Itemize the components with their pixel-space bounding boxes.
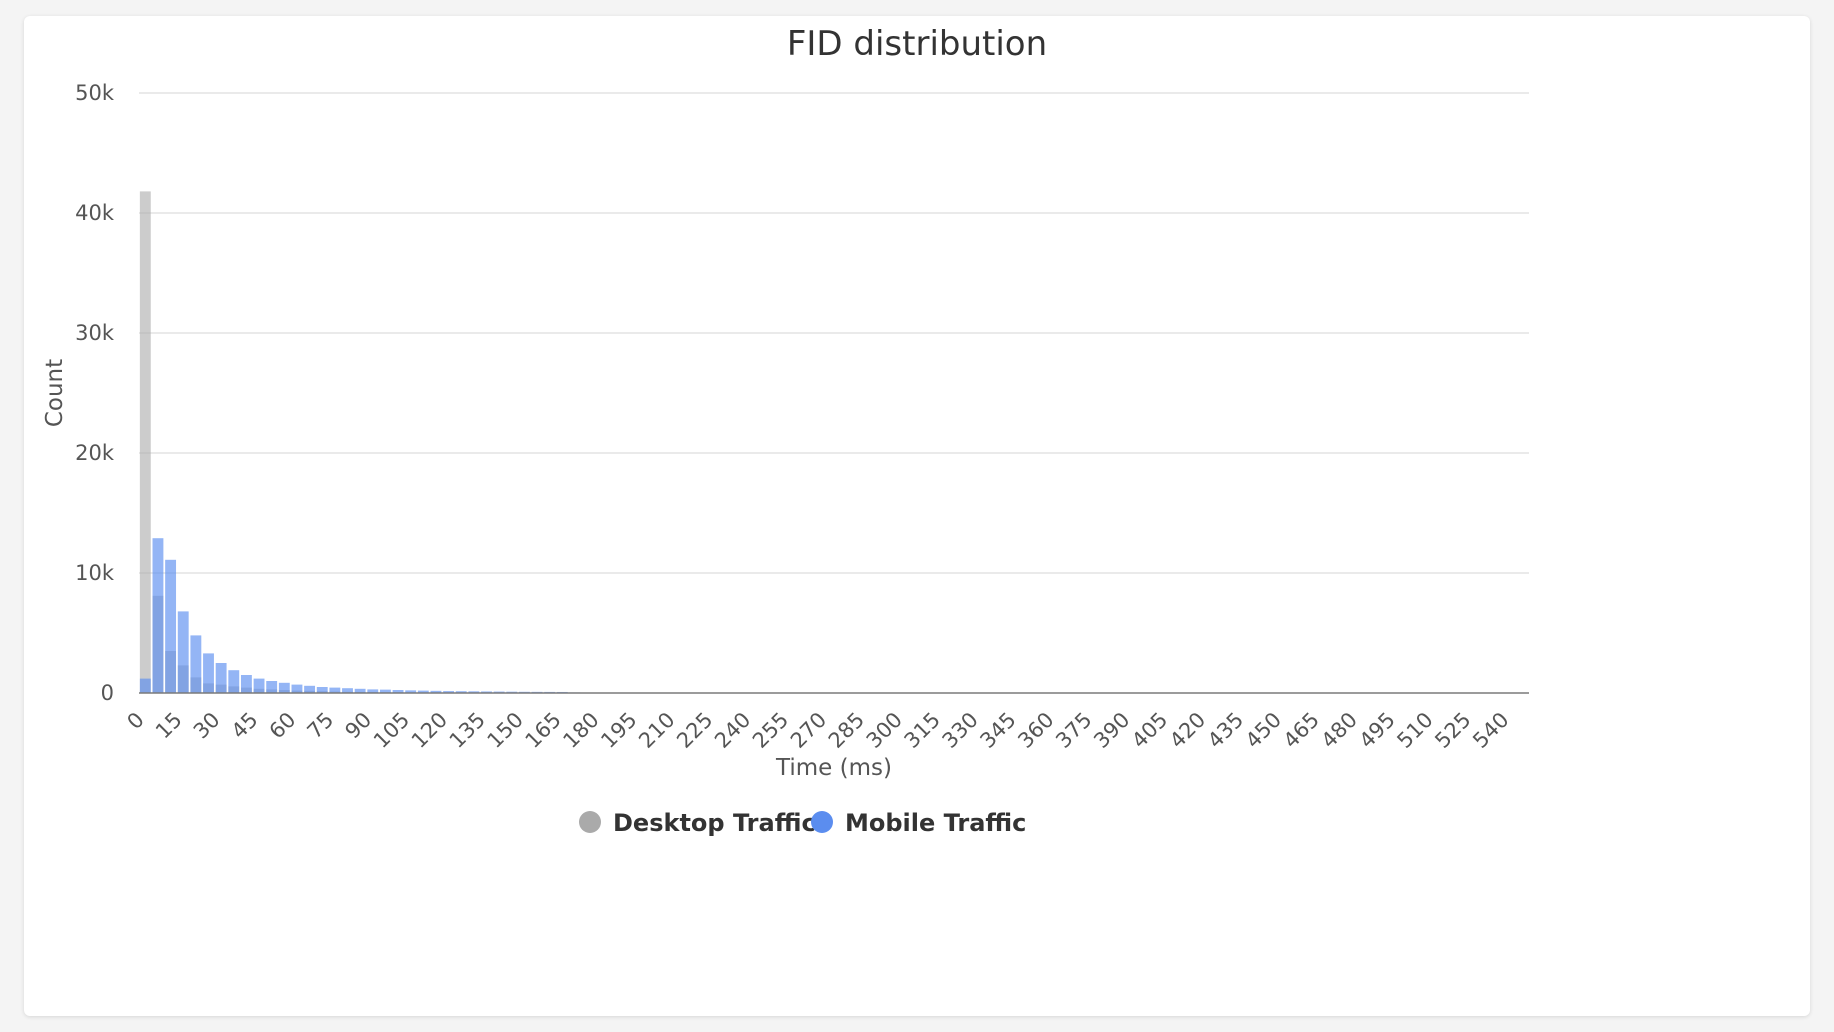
x-tick-label: 525 bbox=[1430, 708, 1475, 753]
chart-card: FID distribution 0 10k 20k 30k 40k 50k 0 15 30 4… bbox=[24, 16, 1810, 1016]
mobile-bar[interactable] bbox=[165, 559, 177, 693]
mobile-bar[interactable] bbox=[342, 688, 353, 693]
mobile-series-bars bbox=[139, 538, 1529, 693]
x-tick-label: 285 bbox=[824, 708, 869, 753]
legend-item-mobile[interactable]: Mobile Traffic bbox=[811, 809, 1026, 837]
mobile-bar[interactable] bbox=[379, 689, 391, 693]
y-axis-ticks: 0 10k 20k 30k 40k 50k bbox=[75, 81, 115, 705]
y-tick-label: 10k bbox=[75, 561, 115, 585]
mobile-bar[interactable] bbox=[291, 684, 303, 693]
mobile-bar[interactable] bbox=[455, 691, 467, 693]
legend-label-desktop: Desktop Traffic bbox=[613, 809, 816, 837]
x-tick-label: 270 bbox=[786, 708, 831, 753]
legend-dot-mobile bbox=[811, 811, 833, 833]
x-tick-label: 330 bbox=[938, 708, 983, 753]
x-tick-label: 510 bbox=[1392, 708, 1437, 753]
x-tick-label: 210 bbox=[634, 708, 679, 753]
x-axis-label: Time (ms) bbox=[775, 755, 892, 781]
x-tick-label: 495 bbox=[1355, 708, 1400, 753]
x-tick-label: 375 bbox=[1051, 708, 1096, 753]
chart-title: FID distribution bbox=[787, 24, 1047, 64]
y-axis-label: Count bbox=[42, 359, 68, 427]
legend-item-desktop[interactable]: Desktop Traffic bbox=[579, 809, 816, 837]
y-tick-label: 0 bbox=[101, 681, 114, 705]
mobile-bar[interactable] bbox=[405, 690, 417, 693]
x-tick-label: 180 bbox=[558, 708, 603, 753]
x-tick-label: 435 bbox=[1203, 708, 1248, 753]
y-tick-label: 50k bbox=[75, 81, 115, 105]
x-tick-label: 75 bbox=[303, 708, 339, 744]
x-tick-label: 150 bbox=[483, 708, 528, 753]
x-tick-label: 60 bbox=[265, 708, 301, 744]
x-tick-label: 225 bbox=[672, 708, 717, 753]
x-tick-label: 240 bbox=[710, 708, 755, 753]
x-tick-label: 30 bbox=[189, 708, 225, 744]
x-tick-label: 345 bbox=[975, 708, 1020, 753]
x-tick-label: 450 bbox=[1241, 708, 1286, 753]
legend-dot-desktop bbox=[579, 811, 601, 833]
mobile-bar[interactable] bbox=[240, 675, 252, 693]
x-tick-label: 300 bbox=[862, 708, 907, 753]
y-tick-label: 40k bbox=[75, 201, 115, 225]
x-tick-label: 390 bbox=[1089, 708, 1134, 753]
mobile-bar[interactable] bbox=[215, 663, 227, 693]
x-tick-label: 105 bbox=[369, 708, 414, 753]
mobile-bar[interactable] bbox=[304, 685, 316, 693]
x-tick-label: 405 bbox=[1127, 708, 1172, 753]
mobile-bar[interactable] bbox=[417, 690, 429, 693]
legend: Desktop Traffic Mobile Traffic bbox=[579, 809, 1026, 837]
x-tick-label: 165 bbox=[521, 708, 566, 753]
mobile-bar[interactable] bbox=[190, 635, 202, 693]
x-tick-label: 540 bbox=[1468, 708, 1513, 753]
mobile-bar[interactable] bbox=[329, 687, 341, 693]
mobile-bar[interactable] bbox=[228, 670, 240, 693]
x-tick-label: 420 bbox=[1165, 708, 1210, 753]
legend-label-mobile: Mobile Traffic bbox=[845, 809, 1026, 837]
mobile-bar[interactable] bbox=[177, 611, 189, 693]
mobile-bar[interactable] bbox=[203, 653, 214, 693]
x-tick-label: 315 bbox=[900, 708, 945, 753]
mobile-bar[interactable] bbox=[278, 682, 290, 693]
gridlines bbox=[139, 92, 1529, 574]
y-tick-label: 30k bbox=[75, 321, 115, 345]
mobile-bar[interactable] bbox=[253, 678, 265, 693]
y-tick-label: 20k bbox=[75, 441, 115, 465]
mobile-bar[interactable] bbox=[152, 538, 164, 693]
x-tick-label: 15 bbox=[151, 708, 187, 744]
mobile-bar[interactable] bbox=[354, 688, 366, 693]
x-axis-ticks: 0 15 30 45 60 75 90105120135150165180195210225… bbox=[122, 708, 1513, 753]
mobile-bar[interactable] bbox=[367, 689, 379, 693]
desktop-bar[interactable] bbox=[139, 191, 151, 693]
x-tick-label: 255 bbox=[748, 708, 793, 753]
x-tick-label: 360 bbox=[1013, 708, 1058, 753]
mobile-bar[interactable] bbox=[443, 691, 455, 693]
x-tick-label: 480 bbox=[1317, 708, 1362, 753]
mobile-bar[interactable] bbox=[316, 687, 328, 693]
mobile-bar[interactable] bbox=[266, 681, 278, 693]
mobile-bar[interactable] bbox=[430, 690, 442, 693]
x-tick-label: 45 bbox=[227, 708, 263, 744]
x-tick-label: 135 bbox=[445, 708, 490, 753]
x-tick-label: 465 bbox=[1279, 708, 1324, 753]
x-tick-label: 0 bbox=[122, 708, 148, 734]
mobile-bar[interactable] bbox=[468, 691, 480, 693]
mobile-bar[interactable] bbox=[392, 690, 404, 693]
mobile-bar[interactable] bbox=[481, 691, 492, 693]
desktop-series-bars bbox=[139, 191, 1529, 693]
mobile-bar[interactable] bbox=[139, 678, 151, 693]
x-tick-label: 195 bbox=[596, 708, 641, 753]
x-tick-label: 120 bbox=[407, 708, 452, 753]
